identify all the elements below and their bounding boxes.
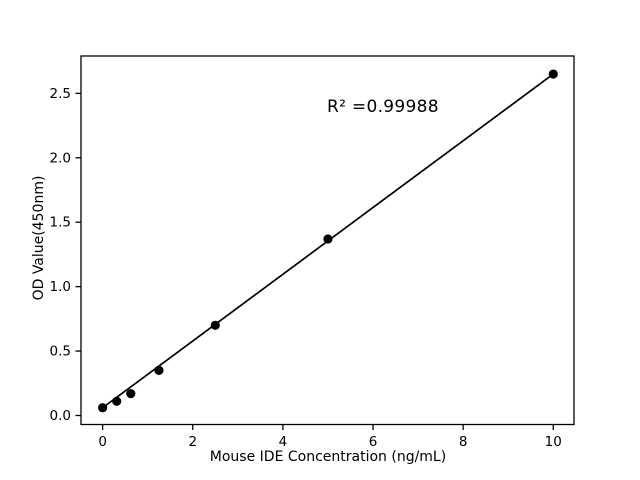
- x-tick-label: 4: [279, 434, 288, 450]
- y-tick-label: 0.5: [50, 344, 71, 360]
- data-point: [323, 234, 333, 244]
- data-point: [548, 69, 558, 79]
- r-squared-annotation: R² =0.99988: [327, 97, 439, 117]
- x-tick-label: 6: [369, 434, 378, 450]
- data-point: [154, 365, 164, 375]
- y-tick-label: 2.5: [50, 86, 71, 102]
- x-tick-label: 2: [188, 434, 197, 450]
- x-tick-label: 8: [459, 434, 468, 450]
- y-tick-label: 2.0: [50, 150, 71, 166]
- data-point: [98, 403, 108, 413]
- y-tick-label: 1.5: [50, 215, 71, 231]
- x-tick-label: 0: [98, 434, 107, 450]
- plot-frame: [80, 55, 575, 426]
- y-axis-title: OD Value(450nm): [31, 175, 47, 301]
- x-axis-title: Mouse IDE Concentration (ng/mL): [209, 449, 447, 465]
- y-tick-label: 0.0: [50, 408, 71, 424]
- data-point: [210, 320, 220, 330]
- x-tick-label: 10: [545, 434, 562, 450]
- data-point: [112, 396, 122, 406]
- y-tick-label: 1.0: [50, 279, 71, 295]
- data-point: [126, 388, 136, 399]
